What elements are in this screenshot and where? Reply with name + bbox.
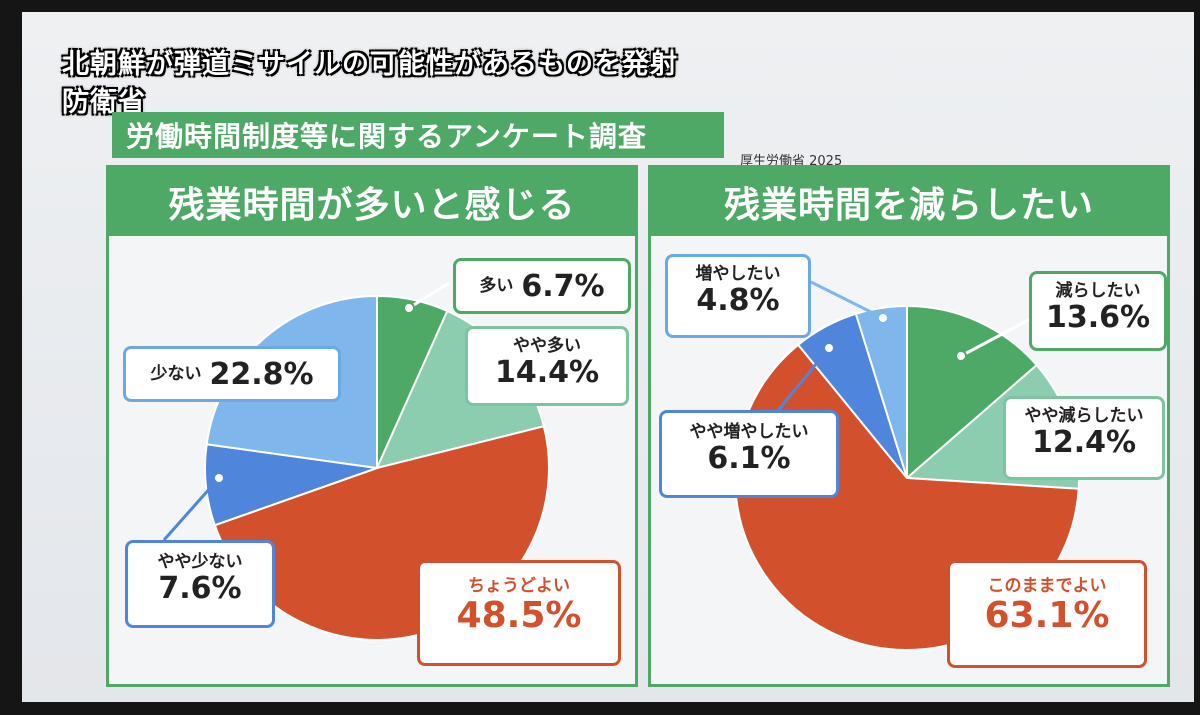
pie-slice xyxy=(854,304,908,479)
slice-name: やや減らしたい xyxy=(1024,406,1144,426)
slice-label-somewhat-many: やや多い 14.4% xyxy=(465,326,629,406)
pie-slice xyxy=(906,304,1039,481)
slice-label-increase: 増やしたい 4.8% xyxy=(665,254,811,338)
slice-label-keep-as-is: このままでよい 63.1% xyxy=(947,560,1147,668)
slice-name: やや多い xyxy=(513,336,581,356)
chart-title: 残業時間を減らしたい xyxy=(651,168,1167,236)
survey-title: 労働時間制度等に関するアンケート調査 xyxy=(112,112,724,158)
slice-name: 増やしたい xyxy=(695,264,781,284)
slice-name: このままでよい xyxy=(987,576,1107,596)
slice-label-just-right: ちょうどよい 48.5% xyxy=(417,560,621,666)
slice-value: 6.1% xyxy=(707,440,791,476)
slice-value: 7.6% xyxy=(158,570,242,606)
news-ticker-headline: 北朝鮮が弾道ミサイルの可能性があるものを発射 xyxy=(62,49,678,80)
slice-value: 48.5% xyxy=(456,594,582,636)
slice-value: 4.8% xyxy=(696,282,780,318)
slice-label-somewhat-reduce: やや減らしたい 12.4% xyxy=(1003,396,1165,480)
slice-name: やや少ない xyxy=(157,552,243,572)
slice-name: 多い xyxy=(479,275,514,296)
slice-value: 6.7% xyxy=(521,268,605,304)
slice-label-somewhat-few: やや少ない 7.6% xyxy=(125,540,275,628)
slice-value: 22.8% xyxy=(209,356,314,392)
slice-value: 12.4% xyxy=(1031,424,1137,460)
slice-name: ちょうどよい xyxy=(468,576,570,596)
slice-value: 63.1% xyxy=(984,594,1110,636)
slice-value: 14.4% xyxy=(494,354,600,390)
slice-label-few: 少ない 22.8% xyxy=(123,346,341,402)
chart-title: 残業時間が多いと感じる xyxy=(109,168,635,236)
slice-name: 少ない xyxy=(150,363,202,384)
slice-name: 減らしたい xyxy=(1055,281,1141,301)
chart-panel-overtime-perception: 残業時間が多いと感じる 多い 6.7% やや多い 14.4% 少ない 22.8%… xyxy=(106,165,638,687)
slice-label-reduce: 減らしたい 13.6% xyxy=(1029,271,1167,351)
slice-value: 13.6% xyxy=(1045,299,1151,335)
slice-label-many: 多い 6.7% xyxy=(453,258,631,314)
slice-name: やや増やしたい xyxy=(689,422,809,442)
chart-panel-reduce-overtime: 残業時間を減らしたい 増やしたい 4.8% 減らしたい 13.6% やや減らした… xyxy=(648,165,1170,687)
slice-label-somewhat-increase: やや増やしたい 6.1% xyxy=(659,410,839,498)
